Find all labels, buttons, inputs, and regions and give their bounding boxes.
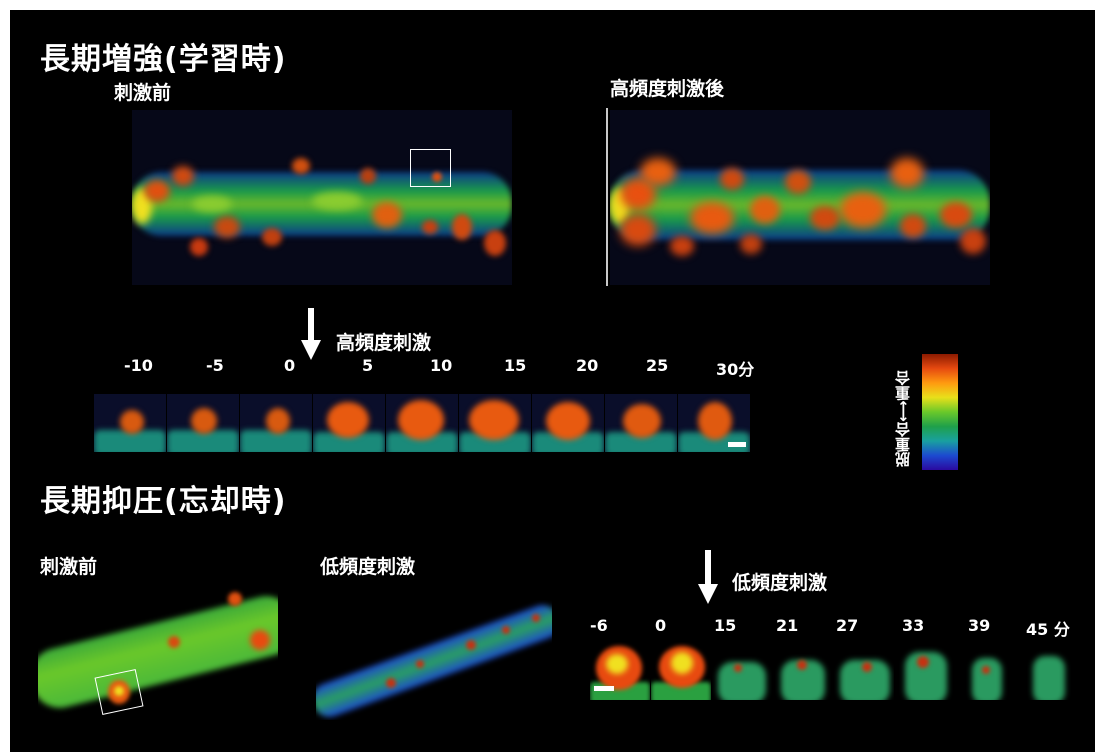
colorbar-label: 脱重合⟷重合 <box>894 370 912 468</box>
ltd-time-label: 39 <box>968 616 991 635</box>
ltp-time-label: 25 <box>646 356 669 375</box>
ltd-time-label: 45 分 <box>1026 620 1070 639</box>
ltp-time-label: 0 <box>284 356 296 375</box>
ltp-time-label: 5 <box>362 356 374 375</box>
ltd-low-image <box>316 600 552 720</box>
ltp-stim-label: 高頻度刺激 <box>336 332 432 354</box>
ltp-frame <box>532 394 604 452</box>
ltd-frame <box>712 642 772 700</box>
ltd-frame <box>895 642 955 700</box>
ltp-frame <box>678 394 750 452</box>
ltp-divider <box>606 108 608 286</box>
ltp-after-label: 高頻度刺激後 <box>610 78 725 100</box>
ltp-before-label: 刺激前 <box>114 82 172 104</box>
ltp-time-label: -10 <box>124 356 153 375</box>
ltd-before-label: 刺激前 <box>40 556 98 578</box>
ltd-frame <box>773 642 833 700</box>
ltd-time-label: 33 <box>902 616 925 635</box>
ltd-frame <box>590 642 650 700</box>
ltp-time-label: -5 <box>206 356 224 375</box>
ltd-timelapse-strip <box>590 642 1080 700</box>
ltd-scale-bar <box>594 686 614 691</box>
ltp-title: 長期増強(学習時) <box>40 42 287 77</box>
figure-panel: 長期増強(学習時) 刺激前 高頻度刺激後 <box>10 10 1095 752</box>
ltp-time-label: 30分 <box>716 360 755 379</box>
ltp-frame <box>459 394 531 452</box>
ltd-frame <box>956 642 1016 700</box>
ltp-frame <box>94 394 166 452</box>
ltp-frame <box>386 394 458 452</box>
ltd-time-label: 15 <box>714 616 737 635</box>
ltd-stim-label: 低頻度刺激 <box>732 572 828 594</box>
ltp-time-label: 15 <box>504 356 527 375</box>
colorbar <box>922 354 958 470</box>
ltp-timelapse-strip <box>94 394 754 452</box>
ltd-title: 長期抑圧(忘却時) <box>40 484 287 519</box>
ltd-stim-arrow-icon <box>698 550 718 604</box>
ltd-time-label: 21 <box>776 616 799 635</box>
ltp-scale-bar <box>728 442 746 447</box>
ltd-frame <box>834 642 894 700</box>
ltp-frame <box>167 394 239 452</box>
ltp-frame <box>240 394 312 452</box>
ltp-time-label: 20 <box>576 356 599 375</box>
ltd-frame <box>651 642 711 700</box>
colorbar-gradient <box>922 354 958 470</box>
ltp-time-label: 10 <box>430 356 453 375</box>
ltp-selection-box <box>410 149 451 187</box>
ltd-time-label: 27 <box>836 616 859 635</box>
ltp-after-image <box>610 110 990 285</box>
ltd-time-label: 0 <box>655 616 667 635</box>
ltp-frame <box>313 394 385 452</box>
ltd-before-image <box>38 582 278 722</box>
ltd-frame <box>1017 642 1077 700</box>
ltd-time-label: -6 <box>590 616 608 635</box>
ltp-before-image <box>132 110 512 285</box>
ltp-frame <box>605 394 677 452</box>
ltp-stim-arrow-icon <box>301 308 321 360</box>
ltd-low-label: 低頻度刺激 <box>320 556 416 578</box>
